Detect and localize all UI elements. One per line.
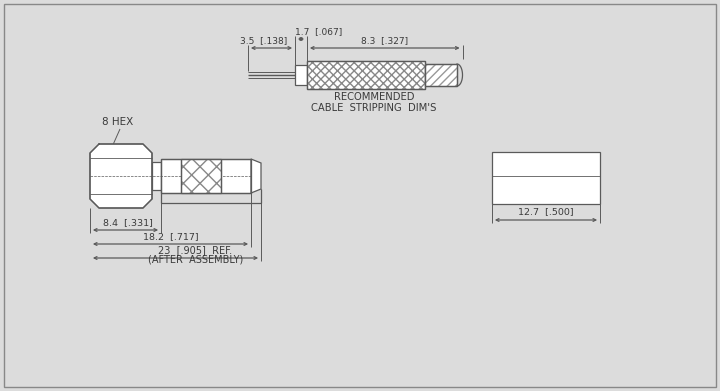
Text: 3.5  [.138]: 3.5 [.138] (240, 36, 287, 45)
Bar (492, 152, 600, 204)
Text: 8.3  [.327]: 8.3 [.327] (361, 36, 408, 45)
Text: (AFTER  ASSEMBLY): (AFTER ASSEMBLY) (148, 255, 243, 265)
Text: 1.7  [.067]: 1.7 [.067] (295, 27, 343, 36)
Bar (307, 61, 425, 89)
Bar (181, 159, 221, 193)
Bar (307, 61, 425, 89)
Text: 12.7  [.500]: 12.7 [.500] (518, 208, 574, 217)
Text: RECOMMENDED: RECOMMENDED (334, 92, 414, 102)
Bar (425, 64, 457, 86)
Bar (307, 61, 425, 89)
Text: CABLE  STRIPPING  DIM'S: CABLE STRIPPING DIM'S (311, 103, 437, 113)
Text: 23  [.905]  REF.: 23 [.905] REF. (158, 245, 233, 255)
Bar (181, 159, 221, 193)
Text: 8 HEX: 8 HEX (102, 117, 134, 127)
Bar (161, 159, 251, 193)
Bar (152, 162, 161, 190)
Text: 8.4  [.331]: 8.4 [.331] (102, 219, 153, 228)
Polygon shape (90, 144, 152, 208)
Bar (295, 65, 307, 85)
Text: 18.2  [.717]: 18.2 [.717] (143, 233, 198, 242)
Bar (161, 159, 251, 193)
Polygon shape (251, 159, 261, 193)
Bar (425, 64, 457, 86)
